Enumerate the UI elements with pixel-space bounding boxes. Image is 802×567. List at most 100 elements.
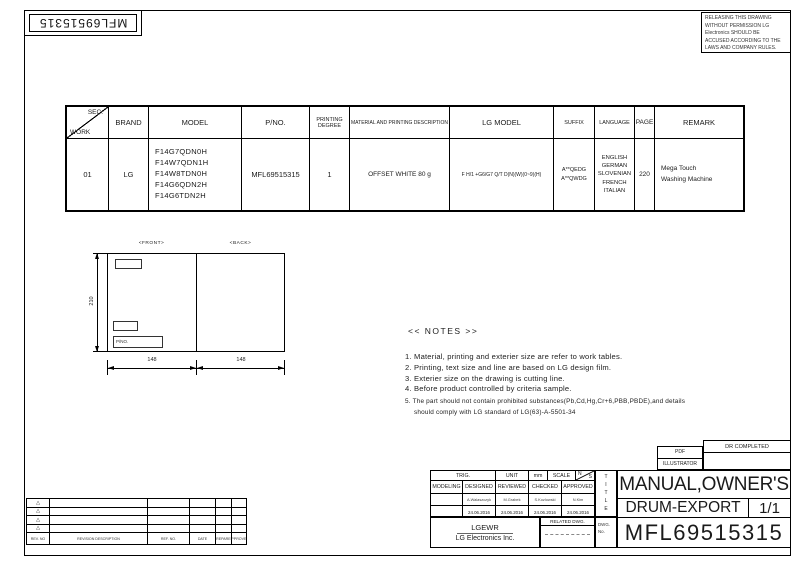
unit-value: mm — [529, 471, 548, 481]
header-cell-suffix: SUFFIX — [554, 107, 595, 139]
related-dwg-label: RELATED DWG. — [541, 518, 594, 526]
col-approved: APPROVED — [562, 481, 594, 494]
header-cell-remark: REMARK — [655, 107, 743, 139]
footer-approved: APPROVED — [232, 536, 246, 541]
company-full-name: LG Electronics Inc. — [455, 535, 515, 542]
revision-footer-row: REV. NO REVISION DESCRIPTION REF. NO. DA… — [27, 533, 246, 544]
suffix-code: A**QEDG — [561, 167, 587, 174]
work-label: WORK — [70, 129, 91, 136]
arrow-left-icon — [108, 366, 114, 370]
revision-description-cell — [50, 499, 148, 507]
name-designed: A.Walaszczyk — [463, 494, 496, 506]
dim-line-height — [97, 253, 98, 352]
dim-extension-line — [284, 360, 285, 375]
language-item: FRENCH — [602, 179, 627, 186]
note-item-continuation: should comply with LG standard of LG(63)… — [414, 408, 576, 416]
approval-table: TRIG. UNIT mm SCALE N S MODELING DESIGNE… — [430, 470, 595, 518]
cell-material: OFFSET WHITE 80 g — [350, 139, 450, 210]
cell-lg-model: F H/1 +G6/G7 Q/T D(N)(W)(0~9)(H) — [450, 139, 554, 210]
scale-n: N — [578, 471, 582, 477]
dim-extension-line — [93, 351, 107, 352]
revision-row: △ — [27, 499, 246, 508]
trig-label: TRIG. — [431, 471, 496, 481]
revision-row: △ — [27, 507, 246, 516]
header-cell-work-sec: SEC. WORK — [67, 107, 109, 139]
revision-delta-icon: △ — [27, 516, 50, 524]
revision-row: △ — [27, 516, 246, 525]
revision-date-cell — [190, 499, 216, 507]
cell-remark: Mega Touch Washing Machine — [655, 139, 743, 210]
revision-ref-cell — [148, 499, 190, 507]
page-frame — [24, 10, 791, 556]
name-reviewed: M.Grabek — [496, 494, 529, 506]
revision-description-cell — [50, 507, 148, 515]
scale-s: S — [588, 474, 592, 480]
company-block: LGEWR LG Electronics Inc. — [430, 517, 540, 548]
arrow-right-icon — [278, 366, 284, 370]
revision-prepared-cell — [216, 507, 232, 515]
dr-completed-box: DR COMPLETED — [703, 440, 791, 470]
col-checked: CHECKED — [529, 481, 562, 494]
dim-line-width — [107, 368, 285, 369]
footer-rev-no: REV. NO — [27, 533, 50, 544]
header-cell-page: PAGE — [635, 107, 655, 139]
revision-prepared-cell — [216, 516, 232, 524]
cell-pno: MFL69515315 — [242, 139, 310, 210]
model-number: F14G6TDN2H — [155, 190, 206, 200]
date-modeling — [431, 506, 463, 518]
arrow-right-icon — [190, 366, 196, 370]
front-panel-label: <FRONT> — [138, 241, 165, 246]
dim-extension-line — [93, 253, 107, 254]
revision-row: △ — [27, 524, 246, 533]
output-pdf-label: PDF — [658, 447, 702, 459]
model-number: F14W8TDN0H — [155, 169, 208, 179]
note-item: 4. Before product controlled by criteria… — [405, 384, 572, 394]
dwg-label-line: No. — [598, 529, 605, 535]
sheet-number: 1/1 — [748, 498, 791, 518]
arrow-down-icon — [95, 346, 99, 352]
cell-work: 01 — [67, 139, 109, 210]
revision-description-cell — [50, 524, 148, 532]
note-item: 2. Printing, text size and line are base… — [405, 362, 612, 372]
header-cell-material: MATERIAL AND PRINTING DESCRIPTION — [350, 107, 450, 139]
title-line2: DRUM-EXPORT — [617, 498, 749, 518]
front-pno-box: P/NO. — [113, 336, 163, 348]
front-placeholder-box — [113, 321, 138, 331]
dim-height-value: 210 — [89, 296, 95, 306]
header-cell-lg-model: LG MODEL — [450, 107, 554, 139]
dim-back-width-value: 148 — [236, 357, 246, 363]
notice-line: ACCUSED ACCORDING TO THE — [705, 37, 781, 44]
dwg-no-label: DWG. No. — [595, 517, 617, 548]
cell-page: 220 — [635, 139, 655, 210]
cell-languages: ENGLISH GERMAN SLOVENIAN FRENCH ITALIAN — [595, 139, 635, 210]
cell-printing-degree: 1 — [310, 139, 350, 210]
revision-approved-cell — [232, 499, 246, 507]
cell-suffix: A**QEDG A**QWDG — [554, 139, 595, 210]
remark-line: Mega Touch — [661, 165, 697, 173]
revision-delta-icon: △ — [27, 507, 50, 515]
corner-stamp-number: MFL69515315 — [38, 16, 128, 30]
dim-front-width-value: 148 — [147, 357, 157, 363]
name-approved: N.Kim — [562, 494, 594, 506]
scale-label: SCALE — [548, 471, 576, 481]
work-table: SEC. WORK BRAND MODEL P/NO. PRINTING DEG… — [65, 105, 745, 212]
notice-line: Electronics SHOULD BE — [705, 30, 760, 36]
revision-delta-icon: △ — [27, 499, 50, 507]
header-cell-printing-degree: PRINTING DEGREE — [310, 107, 350, 139]
name-modeling — [431, 494, 463, 506]
revision-prepared-cell — [216, 524, 232, 532]
back-panel-label: <BACK> — [229, 241, 252, 246]
revision-ref-cell — [148, 524, 190, 532]
model-number: F14G6QDN2H — [155, 179, 208, 189]
title-line1: MANUAL,OWNER'S — [617, 470, 791, 499]
dim-extension-line — [196, 360, 197, 375]
revision-approved-cell — [232, 508, 246, 516]
output-illustrator-label: ILLUSTRATOR — [663, 460, 697, 467]
revision-date-cell — [190, 507, 216, 515]
remark-line: Washing Machine — [661, 175, 713, 183]
revision-ref-cell — [148, 507, 190, 515]
header-cell-brand: BRAND — [109, 107, 149, 139]
legal-notice: RELEASING THIS DRAWING WITHOUT PERMISSIO… — [701, 12, 791, 53]
col-designed: DESIGNED — [463, 481, 496, 494]
revision-delta-icon: △ — [27, 524, 50, 532]
